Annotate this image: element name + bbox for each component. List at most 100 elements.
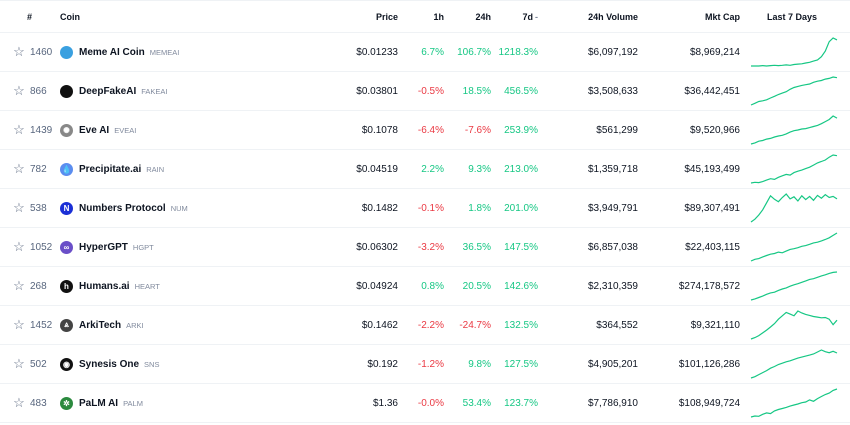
change-7d: 147.5% xyxy=(504,241,538,253)
coin-link[interactable]: h Humans.ai HEART xyxy=(60,267,340,305)
market-cap: $9,520,966 xyxy=(689,124,740,136)
star-icon[interactable]: ☆ xyxy=(13,44,25,59)
table-header: # Coin Price 1h 24h 7d - 24h Volume Mkt C… xyxy=(0,0,850,33)
coin-link[interactable]: ⩓ ArkiTech ARKI xyxy=(60,306,340,344)
header-coin[interactable]: Coin xyxy=(60,11,80,22)
change-1h: -0.0% xyxy=(417,397,444,409)
coin-link[interactable]: 💧 Precipitate.ai RAIN xyxy=(60,150,340,188)
header-price[interactable]: Price xyxy=(375,11,398,22)
header-24h[interactable]: 24h xyxy=(475,11,491,22)
sparkline-cell xyxy=(750,150,840,188)
change-1h: -3.2% xyxy=(417,241,444,253)
table-row[interactable]: ☆ 268 h Humans.ai HEART $0.04924 0.8% 20… xyxy=(0,267,850,306)
volume-24h: $6,857,038 xyxy=(587,241,638,253)
market-cap: $8,969,214 xyxy=(689,46,740,58)
star-icon[interactable]: ☆ xyxy=(13,356,25,371)
star-icon[interactable]: ☆ xyxy=(13,278,25,293)
change-24h: 9.8% xyxy=(468,358,491,370)
table-row[interactable]: ☆ 538 N Numbers Protocol NUM $0.1482 -0.… xyxy=(0,189,850,228)
sort-desc-icon: - xyxy=(535,11,538,22)
coin-link[interactable]: N Numbers Protocol NUM xyxy=(60,189,340,227)
change-1h: -0.5% xyxy=(417,85,444,97)
coin-link[interactable]: ∞ HyperGPT HGPT xyxy=(60,228,340,266)
coin-name: PaLM AI xyxy=(79,397,119,409)
market-cap: $89,307,491 xyxy=(684,202,740,214)
rank: 782 xyxy=(30,163,47,175)
header-volume[interactable]: 24h Volume xyxy=(588,11,638,22)
sparkline-cell xyxy=(750,306,840,344)
market-cap: $274,178,572 xyxy=(678,280,740,292)
change-1h: 6.7% xyxy=(421,46,444,58)
change-24h: -7.6% xyxy=(464,124,491,136)
star-icon[interactable]: ☆ xyxy=(13,83,25,98)
market-cap: $36,442,451 xyxy=(684,85,740,97)
star-icon[interactable]: ☆ xyxy=(13,395,25,410)
change-1h: -2.2% xyxy=(417,319,444,331)
coin-symbol: MEMEAI xyxy=(149,47,180,57)
coin-symbol: EVEAI xyxy=(114,125,137,135)
header-1h[interactable]: 1h xyxy=(433,11,444,22)
star-icon[interactable]: ☆ xyxy=(13,200,25,215)
change-1h: 2.2% xyxy=(421,163,444,175)
coin-logo-icon: ∞ xyxy=(60,240,73,254)
rank: 1052 xyxy=(30,241,53,253)
table-body: ☆ 1460 Meme AI Coin MEMEAI $0.01233 6.7%… xyxy=(0,33,850,423)
coin-logo-icon: 💧 xyxy=(60,162,73,176)
coin-name: Numbers Protocol xyxy=(79,202,166,214)
market-cap: $101,126,286 xyxy=(678,358,740,370)
coin-link[interactable]: ✲ PaLM AI PALM xyxy=(60,384,340,422)
star-icon[interactable]: ☆ xyxy=(13,122,25,137)
coin-link[interactable]: Meme AI Coin MEMEAI xyxy=(60,33,340,71)
coin-symbol: HEART xyxy=(134,281,160,291)
star-icon[interactable]: ☆ xyxy=(13,317,25,332)
coin-logo-icon: h xyxy=(60,279,73,293)
table-row[interactable]: ☆ 782 💧 Precipitate.ai RAIN $0.04519 2.2… xyxy=(0,150,850,189)
sparkline-cell xyxy=(750,228,840,266)
sparkline-line xyxy=(750,76,838,106)
change-24h: -24.7% xyxy=(459,319,491,331)
rank: 483 xyxy=(30,397,47,409)
table-row[interactable]: ☆ 502 ◉ Synesis One SNS $0.192 -1.2% 9.8… xyxy=(0,345,850,384)
coin-link[interactable]: DeepFakeAI FAKEAI xyxy=(60,72,340,110)
market-cap: $108,949,724 xyxy=(678,397,740,409)
sparkline-chart xyxy=(751,37,838,67)
rank: 866 xyxy=(30,85,47,97)
table-row[interactable]: ☆ 1460 Meme AI Coin MEMEAI $0.01233 6.7%… xyxy=(0,33,850,72)
coin-logo-icon: ✲ xyxy=(60,396,73,410)
star-icon[interactable]: ☆ xyxy=(13,161,25,176)
sparkline-line xyxy=(751,37,838,67)
change-24h: 20.5% xyxy=(462,280,491,292)
header-mkt-cap[interactable]: Mkt Cap xyxy=(704,11,740,22)
coin-logo-icon: ⩓ xyxy=(60,318,73,332)
header-7d[interactable]: 7d - xyxy=(522,1,538,32)
coin-logo-icon: N xyxy=(60,201,73,215)
coin-name: Eve AI xyxy=(79,124,110,136)
coin-logo-icon xyxy=(60,45,73,59)
table-row[interactable]: ☆ 866 DeepFakeAI FAKEAI $0.03801 -0.5% 1… xyxy=(0,72,850,111)
price: $0.04519 xyxy=(356,163,398,175)
table-row[interactable]: ☆ 1052 ∞ HyperGPT HGPT $0.06302 -3.2% 36… xyxy=(0,228,850,267)
rank: 502 xyxy=(30,358,47,370)
coin-logo-icon: ◉ xyxy=(60,357,73,371)
change-7d: 456.5% xyxy=(504,85,538,97)
sparkline-line xyxy=(750,388,838,418)
sparkline-chart xyxy=(750,154,838,184)
table-row[interactable]: ☆ 1452 ⩓ ArkiTech ARKI $0.1462 -2.2% -24… xyxy=(0,306,850,345)
star-icon[interactable]: ☆ xyxy=(13,239,25,254)
change-24h: 18.5% xyxy=(462,85,491,97)
price: $1.36 xyxy=(372,397,398,409)
coin-link[interactable]: ✺ Eve AI EVEAI xyxy=(60,111,340,149)
header-rank[interactable]: # xyxy=(27,11,33,22)
price: $0.01233 xyxy=(356,46,398,58)
sparkline-line xyxy=(750,232,838,262)
sparkline-chart xyxy=(750,271,838,301)
table-row[interactable]: ☆ 1439 ✺ Eve AI EVEAI $0.1078 -6.4% -7.6… xyxy=(0,111,850,150)
volume-24h: $364,552 xyxy=(596,319,638,331)
change-7d: 132.5% xyxy=(504,319,538,331)
coin-link[interactable]: ◉ Synesis One SNS xyxy=(60,345,340,383)
coin-symbol: ARKI xyxy=(126,320,144,330)
coin-name: DeepFakeAI xyxy=(79,85,137,97)
table-row[interactable]: ☆ 483 ✲ PaLM AI PALM $1.36 -0.0% 53.4% 1… xyxy=(0,384,850,423)
market-cap: $45,193,499 xyxy=(684,163,740,175)
change-24h: 36.5% xyxy=(462,241,491,253)
